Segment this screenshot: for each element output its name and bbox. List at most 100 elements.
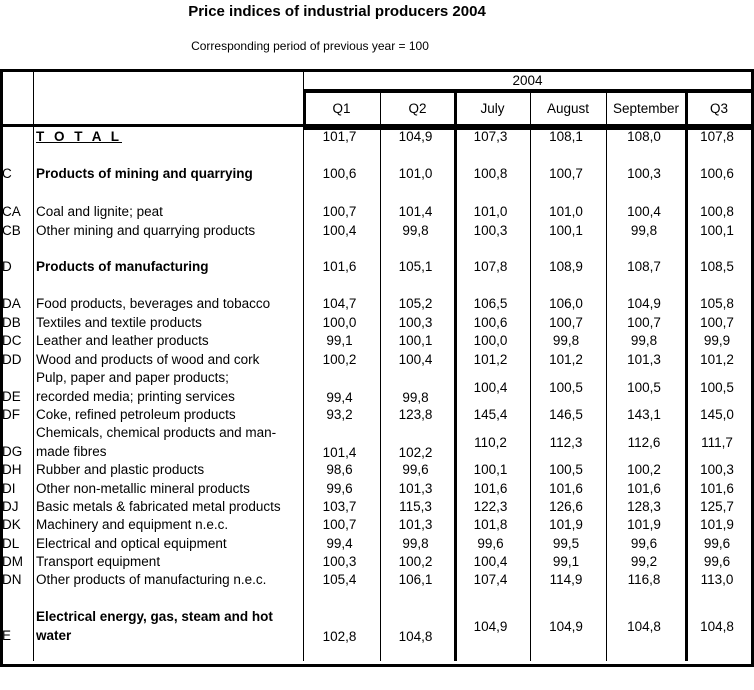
- value-july: 145,4: [473, 407, 508, 422]
- row-label: Other mining and quarrying products: [36, 223, 256, 238]
- value-q3: 100,8: [700, 204, 734, 219]
- row-code: DH: [2, 462, 22, 477]
- value-august: 99,8: [552, 333, 580, 348]
- row-label: Electrical energy, gas, steam and hot: [36, 609, 273, 624]
- value-september: 112,6: [627, 435, 661, 450]
- row-code: DD: [2, 352, 22, 367]
- value-q2: 100,1: [398, 333, 433, 348]
- value-q3: 105,8: [700, 296, 734, 311]
- value-august: 101,9: [549, 517, 583, 532]
- value-q2: 100,4: [398, 352, 433, 367]
- value-september: 108,0: [627, 129, 661, 144]
- value-q1: 101,7: [322, 129, 357, 144]
- value-july: 99,6: [477, 536, 504, 551]
- value-q2: 105,2: [398, 296, 433, 311]
- value-september: 116,8: [627, 572, 661, 587]
- value-q3: 107,8: [700, 129, 734, 144]
- column-header-q2: Q2: [408, 101, 427, 116]
- value-september: 128,3: [627, 499, 661, 514]
- value-q3: 100,6: [700, 166, 734, 181]
- value-august: 100,5: [549, 380, 583, 395]
- value-august: 126,6: [549, 499, 583, 514]
- value-q1: 99,4: [326, 536, 353, 551]
- value-september: 99,8: [630, 223, 658, 238]
- column-divider: [303, 72, 304, 661]
- value-august: 108,9: [549, 259, 583, 274]
- value-q3: 145,0: [700, 407, 734, 422]
- value-q2: 99,6: [402, 462, 429, 477]
- value-july: 100,1: [473, 462, 508, 477]
- value-q2: 104,9: [398, 129, 433, 144]
- value-q3: 99,9: [703, 333, 731, 348]
- value-august: 100,5: [549, 462, 583, 477]
- column-header-august: August: [546, 101, 590, 116]
- value-q1: 99,6: [326, 481, 353, 496]
- value-q3: 100,1: [700, 223, 734, 238]
- value-q2: 105,1: [398, 259, 433, 274]
- value-september: 100,4: [627, 204, 661, 219]
- row-code: E: [2, 628, 12, 643]
- value-july: 101,2: [473, 352, 508, 367]
- row-code: DK: [2, 517, 21, 532]
- value-q1: 100,6: [322, 166, 357, 181]
- value-q3: 113,0: [700, 572, 734, 587]
- row-code: DN: [2, 572, 22, 587]
- value-q2: 101,4: [398, 204, 433, 219]
- row-label-continued: made fibres: [36, 444, 107, 459]
- value-q3: 100,5: [700, 380, 734, 395]
- value-q2: 101,3: [398, 481, 433, 496]
- row-code: DG: [2, 444, 23, 459]
- value-august: 101,2: [549, 352, 583, 367]
- value-q3: 125,7: [700, 499, 734, 514]
- value-july: 107,3: [473, 129, 508, 144]
- value-september: 101,6: [627, 481, 661, 496]
- value-september: 99,2: [630, 554, 658, 569]
- column-divider: [530, 90, 531, 661]
- value-august: 100,7: [549, 315, 583, 330]
- page-title: Price indices of industrial producers 20…: [188, 3, 486, 20]
- row-code: CB: [2, 223, 21, 238]
- row-label: Products of mining and quarrying: [36, 166, 253, 181]
- value-q1: 100,3: [322, 554, 357, 569]
- value-september: 99,6: [630, 536, 658, 551]
- value-september: 99,8: [630, 333, 658, 348]
- row-label: Chemicals, chemical products and man-: [36, 425, 277, 440]
- value-july: 122,3: [473, 499, 508, 514]
- row-code: D: [2, 259, 12, 274]
- value-august: 106,0: [549, 296, 583, 311]
- value-august: 99,1: [552, 554, 580, 569]
- row-code: DJ: [2, 499, 19, 514]
- row-label: Leather and leather products: [36, 333, 209, 348]
- value-q2: 106,1: [398, 572, 433, 587]
- row-label: Food products, beverages and tobacco: [36, 296, 271, 311]
- value-september: 104,9: [627, 296, 661, 311]
- row-code: DE: [2, 389, 21, 404]
- value-july: 100,4: [473, 554, 508, 569]
- row-label: Rubber and plastic products: [36, 462, 205, 477]
- value-q3: 100,3: [700, 462, 734, 477]
- value-q2: 101,0: [398, 166, 433, 181]
- row-label: Pulp, paper and paper products;: [36, 370, 229, 385]
- column-divider: [606, 90, 607, 661]
- value-q2: 123,8: [398, 407, 433, 422]
- row-label: Machinery and equipment n.e.c.: [36, 517, 229, 532]
- value-q2: 104,8: [398, 629, 433, 644]
- value-q3: 108,5: [700, 259, 734, 274]
- value-q2: 115,3: [399, 499, 432, 514]
- row-label: T O T A L: [36, 129, 122, 144]
- value-q1: 100,7: [322, 204, 357, 219]
- column-header-q1: Q1: [332, 101, 351, 116]
- value-q1: 100,4: [322, 223, 357, 238]
- period-header-box: [303, 90, 754, 130]
- column-header-september: September: [612, 101, 680, 116]
- value-september: 100,2: [627, 462, 661, 477]
- value-q1: 100,2: [322, 352, 357, 367]
- value-july: 101,0: [473, 204, 508, 219]
- value-september: 104,8: [627, 619, 661, 634]
- value-july: 100,4: [473, 380, 508, 395]
- row-code: DM: [2, 554, 23, 569]
- row-code: CA: [2, 204, 21, 219]
- row-label: Transport equipment: [36, 554, 161, 569]
- value-q2: 100,3: [398, 315, 433, 330]
- value-q1: 102,8: [322, 629, 357, 644]
